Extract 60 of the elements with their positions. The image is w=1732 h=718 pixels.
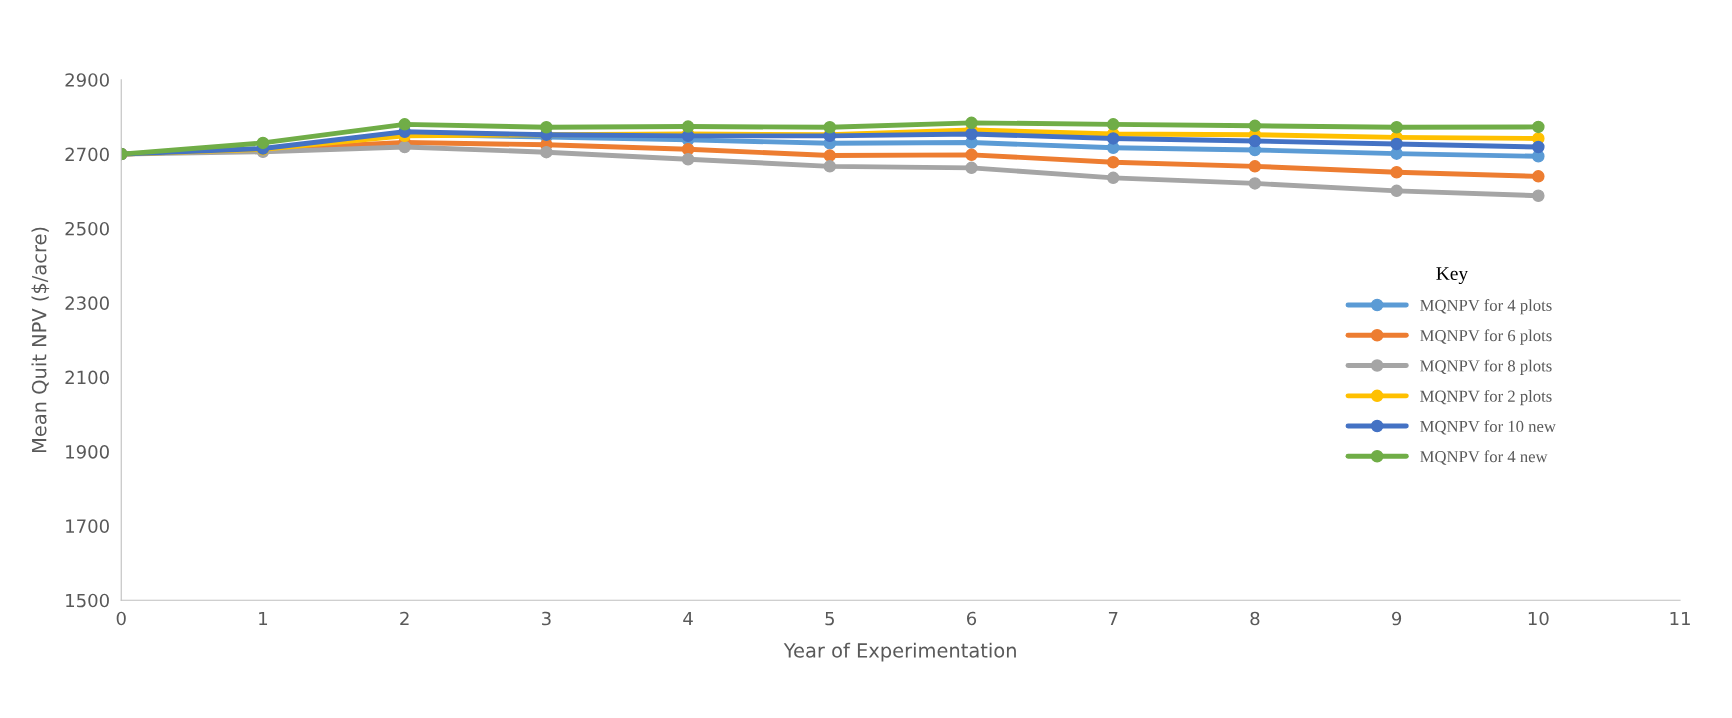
legend-label: MQNPV for 6 plots xyxy=(1420,329,1552,345)
point xyxy=(1532,170,1545,183)
point xyxy=(540,145,553,159)
x-tick-label: 7 xyxy=(1108,611,1118,626)
x-tick-label: 1 xyxy=(259,611,268,626)
y-tick-label: 2300 xyxy=(65,296,109,310)
point xyxy=(1532,189,1545,202)
point xyxy=(1248,119,1262,133)
legend-label: MQNPV for 4 plots xyxy=(1420,299,1552,315)
legend-label: MQNPV for 2 plots xyxy=(1420,389,1552,406)
y-tick-label: 2700 xyxy=(65,147,109,162)
legend-title: Key xyxy=(1436,267,1469,285)
point xyxy=(1106,155,1120,169)
x-tick-label: 8 xyxy=(1250,611,1260,626)
x-tick-label: 11 xyxy=(1670,611,1690,626)
point xyxy=(1532,120,1545,134)
point xyxy=(1106,171,1120,185)
point xyxy=(398,140,411,154)
point xyxy=(1106,118,1120,131)
point xyxy=(823,149,837,162)
point xyxy=(1390,184,1403,198)
legend-label: MQNPV for 4 new xyxy=(1420,450,1548,465)
point xyxy=(965,161,978,175)
point xyxy=(965,148,978,162)
point xyxy=(398,118,411,131)
point xyxy=(1390,166,1403,179)
point xyxy=(1106,132,1120,145)
point xyxy=(681,120,695,133)
legend-label: MQNPV for 10 new xyxy=(1420,420,1556,435)
x-tick-label: 10 xyxy=(1528,611,1549,626)
point xyxy=(823,121,837,134)
x-tick-label: 3 xyxy=(542,611,551,626)
x-axis-title: Year of Experimentation xyxy=(783,642,1016,662)
y-tick-label: 2900 xyxy=(65,73,109,87)
x-tick-label: 5 xyxy=(825,611,834,626)
point xyxy=(540,121,553,134)
y-tick-label: 1700 xyxy=(66,519,109,533)
y-tick-label: 2500 xyxy=(65,221,109,236)
point xyxy=(823,160,837,173)
point xyxy=(256,136,270,150)
point xyxy=(681,153,695,166)
point xyxy=(1390,137,1403,151)
point xyxy=(1390,121,1403,134)
legend-label: MQNPV for 8 plots xyxy=(1420,359,1552,375)
point xyxy=(965,116,978,130)
point xyxy=(1532,140,1545,154)
point xyxy=(1248,134,1262,148)
x-tick-label: 9 xyxy=(1392,611,1402,626)
x-tick-label: 2 xyxy=(400,611,409,626)
x-tick-label: 0 xyxy=(116,611,126,626)
y-axis-title: Mean Quit NPV ($/acre) xyxy=(31,227,50,453)
point xyxy=(1248,160,1262,173)
y-tick-label: 2100 xyxy=(65,370,109,385)
x-tick-label: 6 xyxy=(967,611,977,626)
x-tick-label: 4 xyxy=(683,611,693,626)
point xyxy=(1248,177,1262,190)
y-tick-label: 1900 xyxy=(66,444,109,459)
y-tick-label: 1500 xyxy=(66,593,109,608)
point xyxy=(965,127,978,141)
point xyxy=(681,142,695,156)
